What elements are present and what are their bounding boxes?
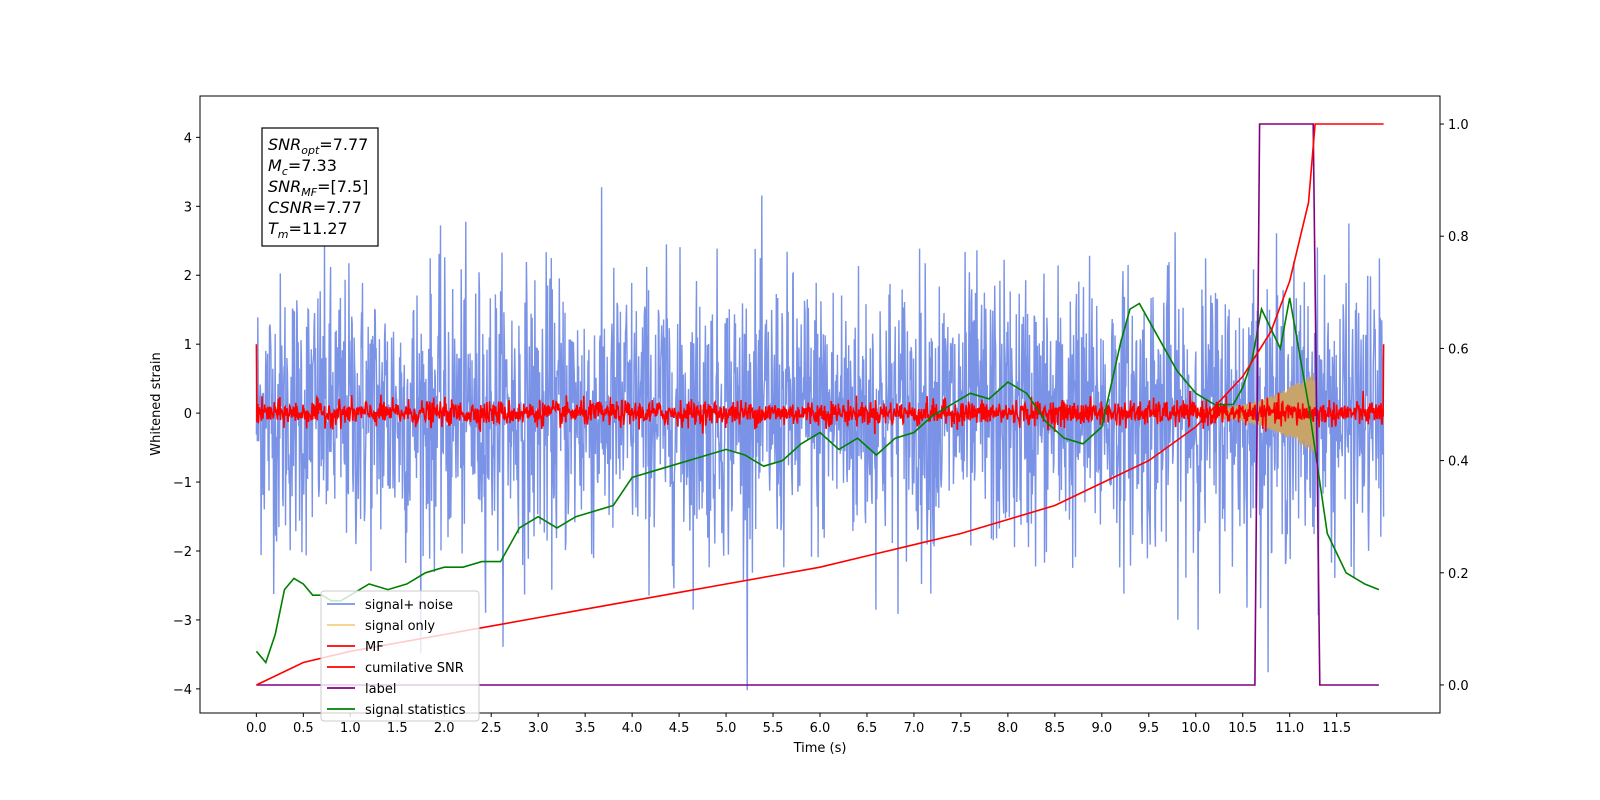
y-axis-right: 1.0 0.8 0.6 0.4 0.2 0.0	[1440, 118, 1469, 694]
x-tick-label: 1.5	[387, 721, 408, 736]
signal-noise-layer	[255, 187, 1385, 691]
y-tick-label: 2	[184, 269, 192, 284]
x-tick-label: 11.5	[1322, 721, 1351, 736]
x-tick-label: 7.0	[904, 721, 925, 736]
annotation-line: CSNR=7.77	[268, 198, 362, 217]
x-tick-label: 2.5	[481, 721, 502, 736]
x-tick-label: 2.0	[434, 721, 455, 736]
mf-layer	[255, 344, 1385, 435]
legend-label: label	[365, 682, 396, 697]
series-signal-statistics	[255, 297, 1380, 665]
series-label	[256, 123, 1379, 686]
y-tick-label: 4	[184, 131, 192, 146]
y2-tick-label: 0.6	[1448, 342, 1469, 357]
y2-tick-label: 0.0	[1448, 679, 1469, 694]
y-tick-label: 0	[184, 407, 192, 422]
legend-label: signal+ noise	[365, 598, 453, 613]
y-axis-label: Whitened strain	[149, 352, 164, 455]
x-tick-label: 4.5	[669, 721, 690, 736]
x-tick-label: 7.5	[951, 721, 972, 736]
x-tick-label: 6.0	[810, 721, 831, 736]
y-tick-label: −4	[173, 683, 192, 698]
y-tick-label: −1	[173, 476, 192, 491]
y2-tick-label: 0.8	[1448, 230, 1469, 245]
y-tick-label: 1	[184, 338, 192, 353]
legend-frame	[320, 590, 480, 722]
x-tick-label: 0.5	[293, 721, 314, 736]
x-tick-label: 9.5	[1138, 721, 1159, 736]
x-tick-label: 3.0	[528, 721, 549, 736]
y-tick-label: 3	[184, 200, 192, 215]
legend-label: MF	[365, 640, 384, 655]
legend-label: signal only	[365, 619, 435, 634]
x-tick-label: 0.0	[246, 721, 267, 736]
annotation-line: Mc=7.33	[268, 156, 337, 178]
y-tick-label: −3	[173, 614, 192, 629]
series-signal-noise	[255, 187, 1385, 691]
annotation-line: SNRopt=7.77	[268, 135, 368, 157]
annotation-frame	[261, 127, 379, 247]
y-axis-left: 4 3 2 1 0 −1 −2 −3 −4	[173, 131, 200, 698]
x-tick-label: 8.5	[1045, 721, 1066, 736]
series-mf	[255, 344, 1385, 435]
x-axis-label: Time (s)	[793, 741, 847, 756]
x-tick-label: 4.0	[622, 721, 643, 736]
x-tick-label: 11.0	[1275, 721, 1304, 736]
y-tick-label: −2	[173, 545, 192, 560]
legend-label: cumilative SNR	[365, 661, 464, 676]
legend: signal+ noise signal only MF cumilative SNR…	[320, 590, 480, 722]
x-tick-label: 10.5	[1228, 721, 1257, 736]
x-tick-label: 1.0	[340, 721, 361, 736]
x-tick-label: 6.5	[857, 721, 878, 736]
x-tick-label: 10.0	[1181, 721, 1210, 736]
y2-tick-label: 0.4	[1448, 455, 1469, 470]
legend-label: signal statistics	[365, 703, 466, 718]
x-tick-label: 5.0	[716, 721, 737, 736]
annotation-line: SNRMF=[7.5]	[268, 177, 368, 199]
y2-tick-label: 0.2	[1448, 567, 1469, 582]
x-tick-label: 3.5	[575, 721, 596, 736]
x-tick-label: 9.0	[1091, 721, 1112, 736]
x-tick-label: 5.5	[763, 721, 784, 736]
x-axis: 0.0 0.5 1.0 1.5 2.0 2.5 3.0 3.5 4.0 4.5 5.0 5.5 6.0 6…	[246, 713, 1351, 736]
y2-tick-label: 1.0	[1448, 118, 1469, 133]
x-tick-label: 8.0	[998, 721, 1019, 736]
annotation-line: Tm=11.27	[268, 219, 348, 241]
